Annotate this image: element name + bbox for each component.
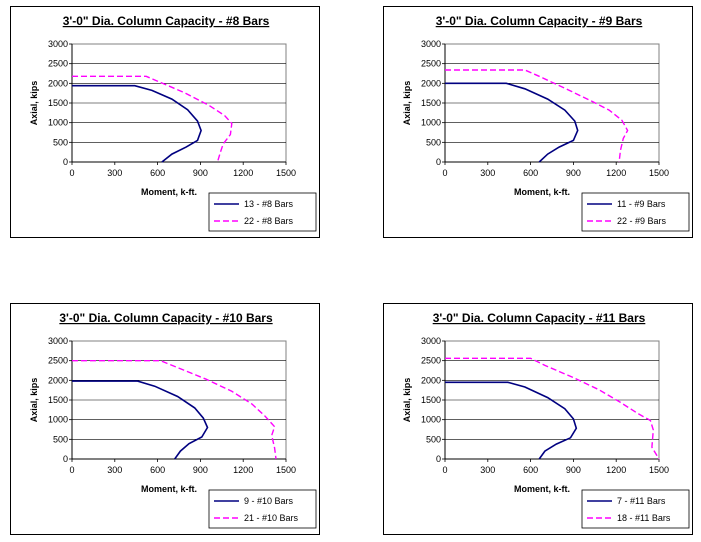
x-tick-label: 300: [107, 465, 122, 475]
chart-panel-10-bars: 3'-0" Dia. Column Capacity - #10 Bars 0 50…: [10, 303, 320, 535]
legend-label: 7 - #11 Bars: [617, 496, 666, 506]
y-axis-label: Axial, kips: [402, 378, 412, 423]
x-tick-label: 300: [480, 168, 495, 178]
y-axis-label: Axial, kips: [29, 81, 39, 126]
series-line-1: [72, 84, 202, 163]
chart-title: 3'-0" Dia. Column Capacity - #10 Bars: [59, 311, 273, 325]
x-tick-label: 900: [193, 465, 208, 475]
legend-label: 9 - #10 Bars: [244, 496, 294, 506]
x-tick-label: 1200: [233, 465, 253, 475]
x-tick-label: 1200: [606, 168, 626, 178]
y-tick-label: 0: [436, 454, 441, 464]
x-tick-label: 600: [150, 168, 165, 178]
y-tick-label: 2000: [421, 375, 441, 385]
chart-title: 3'-0" Dia. Column Capacity - #11 Bars: [433, 311, 646, 325]
x-tick-label: 0: [69, 465, 74, 475]
x-tick-label: 300: [107, 168, 122, 178]
chart-panel-11-bars: 3'-0" Dia. Column Capacity - #11 Bars 0 50…: [383, 303, 693, 535]
series-line-2: [72, 75, 233, 163]
x-tick-label: 600: [150, 465, 165, 475]
y-tick-label: 2000: [421, 78, 441, 88]
legend-box: [581, 192, 690, 232]
x-tick-label: 1500: [276, 168, 296, 178]
y-tick-label: 500: [426, 137, 441, 147]
y-tick-label: 2000: [48, 375, 68, 385]
legend-label: 11 - #9 Bars: [617, 199, 666, 209]
y-tick-label: 1500: [421, 395, 441, 405]
y-tick-label: 0: [63, 157, 68, 167]
x-tick-label: 1500: [276, 465, 296, 475]
x-axis-label: Moment, k-ft.: [141, 484, 197, 494]
series-line-2: [72, 360, 277, 460]
chart-panel-8-bars: 3'-0" Dia. Column Capacity - #8 Bars 0 500…: [10, 6, 320, 238]
y-tick-label: 1000: [421, 415, 441, 425]
series-line-1: [72, 380, 209, 460]
y-tick-label: 3000: [421, 336, 441, 346]
legend-label: 13 - #8 Bars: [244, 199, 294, 209]
y-tick-label: 1500: [48, 395, 68, 405]
x-axis-label: Moment, k-ft.: [514, 187, 570, 197]
x-axis-label: Moment, k-ft.: [141, 187, 197, 197]
y-tick-label: 500: [53, 137, 68, 147]
x-tick-label: 0: [442, 465, 447, 475]
series-line-1: [445, 381, 578, 460]
chart-title: 3'-0" Dia. Column Capacity - #9 Bars: [436, 14, 643, 28]
y-tick-label: 2000: [48, 78, 68, 88]
y-tick-label: 1500: [421, 98, 441, 108]
series-line-2: [445, 357, 660, 460]
x-tick-label: 600: [523, 168, 538, 178]
y-tick-label: 1000: [48, 415, 68, 425]
y-tick-label: 500: [426, 434, 441, 444]
y-tick-label: 0: [63, 454, 68, 464]
y-tick-label: 2500: [48, 59, 68, 69]
x-tick-label: 1500: [649, 168, 669, 178]
x-tick-label: 900: [566, 168, 581, 178]
x-tick-label: 300: [480, 465, 495, 475]
y-tick-label: 3000: [48, 336, 68, 346]
x-tick-label: 0: [442, 168, 447, 178]
x-axis-label: Moment, k-ft.: [514, 484, 570, 494]
chart-svg: 3'-0" Dia. Column Capacity - #11 Bars 0 50…: [402, 311, 690, 529]
y-tick-label: 3000: [421, 39, 441, 49]
chart-panel-9-bars: 3'-0" Dia. Column Capacity - #9 Bars 0 500…: [383, 6, 693, 238]
y-tick-label: 2500: [48, 356, 68, 366]
y-tick-label: 0: [436, 157, 441, 167]
legend-label: 21 - #10 Bars: [244, 513, 299, 523]
x-tick-label: 900: [193, 168, 208, 178]
legend-box: [208, 489, 317, 529]
x-tick-label: 0: [69, 168, 74, 178]
y-tick-label: 2500: [421, 356, 441, 366]
series-line-2: [445, 69, 629, 163]
legend-box: [581, 489, 690, 529]
legend-box: [208, 192, 317, 232]
legend-label: 22 - #8 Bars: [244, 216, 294, 226]
x-tick-label: 600: [523, 465, 538, 475]
legend-label: 22 - #9 Bars: [617, 216, 667, 226]
x-tick-label: 900: [566, 465, 581, 475]
y-tick-label: 1000: [421, 118, 441, 128]
x-tick-label: 1200: [606, 465, 626, 475]
chart-title: 3'-0" Dia. Column Capacity - #8 Bars: [63, 14, 270, 28]
legend-label: 18 - #11 Bars: [617, 513, 671, 523]
y-tick-label: 2500: [421, 59, 441, 69]
series-line-1: [445, 82, 579, 163]
chart-svg: 3'-0" Dia. Column Capacity - #8 Bars 0 500…: [29, 14, 317, 232]
chart-svg: 3'-0" Dia. Column Capacity - #9 Bars 0 500…: [402, 14, 690, 232]
x-tick-label: 1500: [649, 465, 669, 475]
y-tick-label: 3000: [48, 39, 68, 49]
y-tick-label: 500: [53, 434, 68, 444]
y-axis-label: Axial, kips: [402, 81, 412, 126]
y-tick-label: 1500: [48, 98, 68, 108]
y-tick-label: 1000: [48, 118, 68, 128]
x-tick-label: 1200: [233, 168, 253, 178]
chart-svg: 3'-0" Dia. Column Capacity - #10 Bars 0 50…: [29, 311, 317, 529]
y-axis-label: Axial, kips: [29, 378, 39, 423]
